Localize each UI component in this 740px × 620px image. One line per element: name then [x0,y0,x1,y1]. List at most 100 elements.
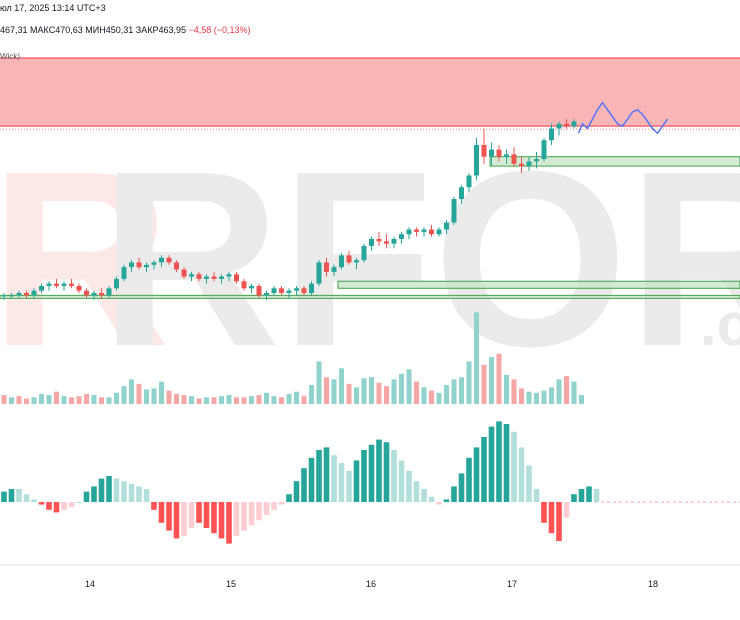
volume-bar [1,395,7,404]
support-zone [489,156,740,167]
histogram-bar [323,447,330,502]
volume-bar [549,387,554,404]
time-axis-tick-label: 18 [648,579,658,589]
candle-body [429,229,434,235]
histogram-bar [383,442,390,502]
histogram-bar [158,502,165,523]
volume-bar [279,397,284,404]
histogram-bar [128,483,135,502]
candle-body [24,293,29,296]
candle-body [279,288,284,293]
candle-body [91,293,97,296]
histogram-bar [233,502,240,536]
histogram-bar [263,502,270,515]
candle-body [331,267,337,272]
candle-body [121,267,127,279]
histogram-bar [218,502,225,539]
time-axis-tick-label: 14 [85,579,95,589]
resistance-zone [0,58,740,127]
volume-bar [144,389,149,404]
volume-bar [46,395,52,404]
histogram-bar [196,502,202,523]
histogram-bar [443,499,450,502]
candle-body [549,128,554,141]
volume-bar [459,377,464,404]
histogram-bar [331,455,337,502]
histogram-bar [346,470,352,502]
volume-bar [346,383,352,404]
candle-body [444,222,449,230]
candle-body [436,229,442,235]
zones-layer [0,57,740,299]
candle-body [571,121,577,127]
candle-body [196,274,202,279]
volume-bar [316,361,322,404]
volume-bar [9,397,14,404]
histogram-bar [83,491,90,502]
histogram-bar [76,502,82,503]
volume-bar [31,397,37,404]
histogram-bar [421,489,427,502]
volume-bar [249,396,254,404]
histogram-bar [38,502,45,505]
histogram-bar [496,421,502,502]
candle-body [39,285,44,291]
histogram-bar [91,486,97,502]
histogram-bar [533,489,540,502]
candle-body [376,238,382,242]
volume-bar [421,387,427,404]
volume-bar [399,373,404,404]
candle-body [511,154,517,164]
histogram-bar [181,502,187,536]
volume-bar [496,353,502,404]
volume-bar [196,398,202,404]
high-value: 470,63 [55,25,83,35]
candle-body [54,283,59,286]
volume-bar [159,381,164,404]
histogram-bar [271,502,277,510]
volume-bar [376,382,382,404]
histogram-bar [8,489,15,502]
histogram-bar [428,496,435,502]
candle-body [496,149,502,157]
volume-bar [174,393,179,404]
candle-body [466,175,472,188]
histogram-bar [391,450,397,502]
histogram-bar [278,502,285,505]
volume-bar [241,397,247,404]
candle-body [414,229,419,232]
histogram-bar [368,444,375,502]
close-value: 463,95 [158,25,186,35]
histogram-bar [473,447,480,502]
candle-body [16,293,22,296]
candle-body [271,288,277,293]
histogram-bar [68,502,75,508]
volume-bar [151,388,157,404]
histogram-bar [481,437,487,502]
candle-body [234,274,239,282]
header-ohlc: 467,31 МАКС470,63 МИН450,31 ЗАКР463,95 −… [0,25,251,35]
candle-body [174,262,179,270]
volume-bar [571,381,577,404]
volume-bar [369,377,374,404]
candle-body [474,144,479,176]
volume-bar [564,376,569,404]
candle-body [286,290,292,293]
histogram-bar [316,450,322,502]
candle-body [129,262,134,268]
histogram-bar [53,502,60,513]
histogram-bar [526,465,532,502]
close-label: ЗАКР [135,25,159,35]
volume-bar [406,369,412,404]
indicator-label: Wick) [0,52,20,61]
histogram-bar [241,502,247,531]
candle-body [31,290,37,296]
candle-body [399,234,404,239]
watermark-text-r: R [0,119,171,398]
candle-body [136,262,142,268]
volume-bar [76,396,82,404]
candle-body [159,257,164,263]
histogram-bar [548,502,555,534]
volume-bar [264,392,269,404]
